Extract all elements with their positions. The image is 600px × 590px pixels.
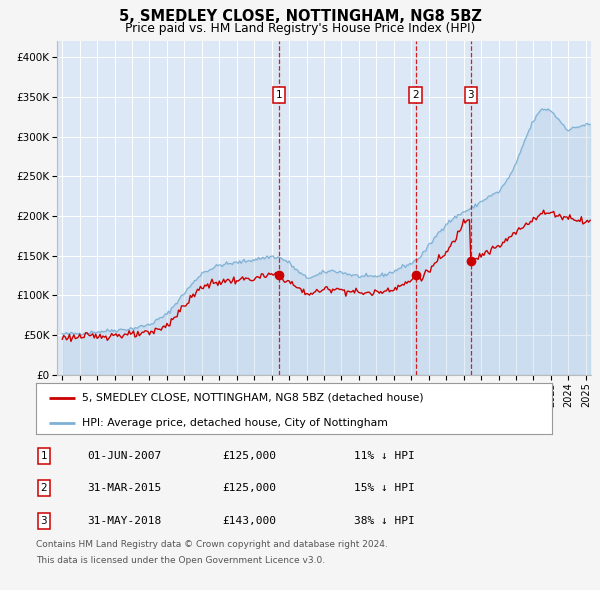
Text: £125,000: £125,000 [222, 451, 276, 461]
Text: Contains HM Land Registry data © Crown copyright and database right 2024.: Contains HM Land Registry data © Crown c… [36, 540, 388, 549]
Text: 3: 3 [467, 90, 474, 100]
Text: 5, SMEDLEY CLOSE, NOTTINGHAM, NG8 5BZ (detached house): 5, SMEDLEY CLOSE, NOTTINGHAM, NG8 5BZ (d… [82, 392, 424, 402]
Text: 15% ↓ HPI: 15% ↓ HPI [354, 483, 415, 493]
Text: This data is licensed under the Open Government Licence v3.0.: This data is licensed under the Open Gov… [36, 556, 325, 565]
Text: 31-MAY-2018: 31-MAY-2018 [87, 516, 161, 526]
Text: HPI: Average price, detached house, City of Nottingham: HPI: Average price, detached house, City… [82, 418, 388, 428]
Text: 01-JUN-2007: 01-JUN-2007 [87, 451, 161, 461]
Text: 2: 2 [40, 483, 47, 493]
Text: Price paid vs. HM Land Registry's House Price Index (HPI): Price paid vs. HM Land Registry's House … [125, 22, 475, 35]
Text: £143,000: £143,000 [222, 516, 276, 526]
Text: £125,000: £125,000 [222, 483, 276, 493]
Text: 11% ↓ HPI: 11% ↓ HPI [354, 451, 415, 461]
Text: 38% ↓ HPI: 38% ↓ HPI [354, 516, 415, 526]
Text: 2: 2 [412, 90, 419, 100]
Text: 31-MAR-2015: 31-MAR-2015 [87, 483, 161, 493]
Text: 1: 1 [275, 90, 282, 100]
Text: 1: 1 [40, 451, 47, 461]
Text: 3: 3 [40, 516, 47, 526]
Text: 5, SMEDLEY CLOSE, NOTTINGHAM, NG8 5BZ: 5, SMEDLEY CLOSE, NOTTINGHAM, NG8 5BZ [119, 9, 481, 24]
